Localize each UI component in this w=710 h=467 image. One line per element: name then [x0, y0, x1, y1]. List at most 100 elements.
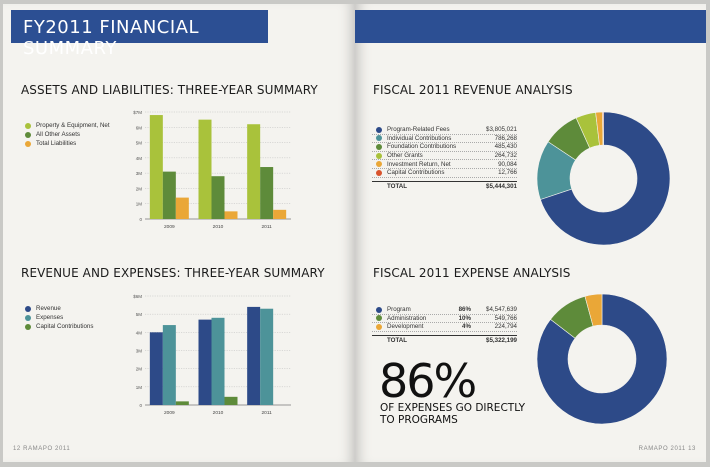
- title-banner: FY2011 FINANCIAL SUMMARY: [11, 10, 268, 59]
- legend-swatch: [25, 323, 31, 330]
- row-label: Capital Contributions: [387, 169, 445, 177]
- table-row: Program 86% $4,547,639: [372, 306, 517, 315]
- page-folio: 12 RAMAPO 2011: [13, 446, 71, 452]
- y-tick-label: 2M: [136, 367, 143, 372]
- y-tick-label: $7M: [133, 110, 142, 115]
- legend-item: Total Liabilities: [25, 139, 110, 148]
- y-tick-label: 0: [139, 403, 142, 408]
- revenue-expenses-legend: Revenue Expenses Capital Contributions: [25, 304, 93, 332]
- table-row: Development 4% 224,794: [372, 323, 517, 332]
- row-label: Development: [387, 323, 424, 331]
- row-label: Program-Related Fees: [387, 126, 450, 134]
- table-row: Individual Contributions 786,268: [372, 135, 517, 144]
- row-label: Foundation Contributions: [387, 143, 457, 151]
- table-total-row: TOTAL $5,322,199: [372, 334, 517, 345]
- x-tick-label: 2011: [262, 410, 273, 416]
- row-swatch: [376, 152, 382, 159]
- callout-percentage: 86%: [379, 354, 477, 408]
- table-row: Administration 10% 549,766: [372, 315, 517, 324]
- total-amount: $5,322,199: [486, 336, 517, 344]
- legend-swatch: [25, 131, 31, 138]
- y-tick-label: 2M: [136, 186, 143, 191]
- row-amount: $3,805,021: [486, 126, 517, 134]
- legend-swatch: [25, 305, 31, 312]
- y-tick-label: 4M: [136, 156, 143, 161]
- row-label: Program: [387, 306, 411, 314]
- revenue-expenses-section-title: REVENUE AND EXPENSES: THREE-YEAR SUMMARY: [21, 266, 325, 280]
- y-tick-label: 1M: [136, 385, 143, 390]
- bar: [247, 306, 261, 405]
- bar: [198, 119, 212, 219]
- row-amount: 12,766: [498, 169, 517, 177]
- callout-line: OF EXPENSES GO DIRECTLY: [380, 402, 526, 414]
- row-amount: 549,766: [494, 314, 517, 322]
- x-tick-label: 2009: [164, 224, 175, 230]
- assets-section-title: ASSETS AND LIABILITIES: THREE-YEAR SUMMA…: [21, 83, 318, 97]
- legend-label: Expenses: [36, 314, 64, 322]
- x-tick-label: 2010: [213, 224, 224, 230]
- total-label: TOTAL: [387, 336, 408, 344]
- y-tick-label: 1M: [136, 202, 143, 207]
- row-swatch: [376, 323, 382, 330]
- row-percent: 4%: [462, 323, 471, 331]
- legend-item: All Other Assets: [25, 130, 110, 139]
- title-banner: [355, 10, 706, 43]
- table-row: Other Grants 264,732: [372, 152, 517, 161]
- y-tick-label: 4M: [136, 330, 143, 335]
- legend-swatch: [25, 140, 31, 147]
- legend-item: Revenue: [25, 304, 93, 313]
- y-tick-label: $6M: [133, 294, 142, 299]
- donut-slice: [602, 111, 604, 146]
- row-amount: 264,732: [494, 152, 517, 160]
- revenue-analysis-title: FISCAL 2011 REVENUE ANALYSIS: [373, 83, 573, 97]
- revenue-donut-chart: [536, 111, 671, 250]
- table-row: Program-Related Fees $3,805,021: [372, 126, 517, 135]
- y-tick-label: 5M: [136, 312, 143, 317]
- bar: [162, 325, 176, 405]
- row-percent: 86%: [458, 306, 471, 314]
- expense-analysis-title: FISCAL 2011 EXPENSE ANALYSIS: [373, 266, 571, 280]
- bar: [211, 317, 225, 405]
- bar: [224, 396, 238, 405]
- donut-slice: [536, 293, 668, 425]
- left-page: FY2011 FINANCIAL SUMMARY ASSETS AND LIAB…: [3, 4, 355, 462]
- assets-bar-chart: 0 1M 2M 3M 4M 5M 6M $7M 2009 2010 2011: [127, 108, 297, 233]
- bar: [211, 176, 225, 219]
- row-amount: 90,084: [498, 160, 517, 168]
- row-swatch: [376, 126, 382, 133]
- expense-analysis-table: Program 86% $4,547,639 Administration 10% 54…: [372, 306, 517, 345]
- bar: [260, 308, 274, 405]
- legend-label: Capital Contributions: [36, 323, 94, 331]
- row-label: Other Grants: [387, 152, 423, 160]
- page-folio: RAMAPO 2011 13: [638, 446, 696, 452]
- legend-label: All Other Assets: [36, 131, 81, 139]
- bar: [149, 115, 163, 219]
- row-swatch: [376, 306, 382, 313]
- x-tick-label: 2011: [262, 224, 273, 230]
- legend-label: Property & Equipment, Net: [36, 122, 110, 130]
- bar: [162, 171, 176, 219]
- table-row: Foundation Contributions 485,430: [372, 143, 517, 152]
- revenue-analysis-table: Program-Related Fees $3,805,021 Individua…: [372, 126, 517, 191]
- callout-caption: OF EXPENSES GO DIRECTLY TO PROGRAMS: [380, 402, 526, 426]
- legend-item: Expenses: [25, 313, 93, 322]
- page-title: FY2011 FINANCIAL SUMMARY: [23, 17, 200, 59]
- row-swatch: [376, 143, 382, 150]
- callout-line: TO PROGRAMS: [380, 413, 458, 426]
- revenue-expenses-bar-chart: 0 1M 2M 3M 4M 5M $6M 2009 2010 2011: [127, 292, 297, 419]
- donut-slice: [540, 111, 671, 246]
- row-amount: $4,547,639: [486, 306, 517, 314]
- legend-item: Property & Equipment, Net: [25, 121, 110, 130]
- row-percent: 10%: [458, 314, 471, 322]
- row-swatch: [376, 135, 382, 142]
- bar: [260, 167, 274, 219]
- y-tick-label: 3M: [136, 171, 143, 176]
- y-tick-label: 0: [139, 217, 142, 222]
- row-amount: 485,430: [494, 143, 517, 151]
- legend-item: Capital Contributions: [25, 322, 93, 331]
- bar: [273, 209, 287, 219]
- row-amount: 224,794: [494, 323, 517, 331]
- legend-swatch: [25, 122, 31, 129]
- x-tick-label: 2010: [213, 410, 224, 416]
- total-label: TOTAL: [387, 182, 408, 190]
